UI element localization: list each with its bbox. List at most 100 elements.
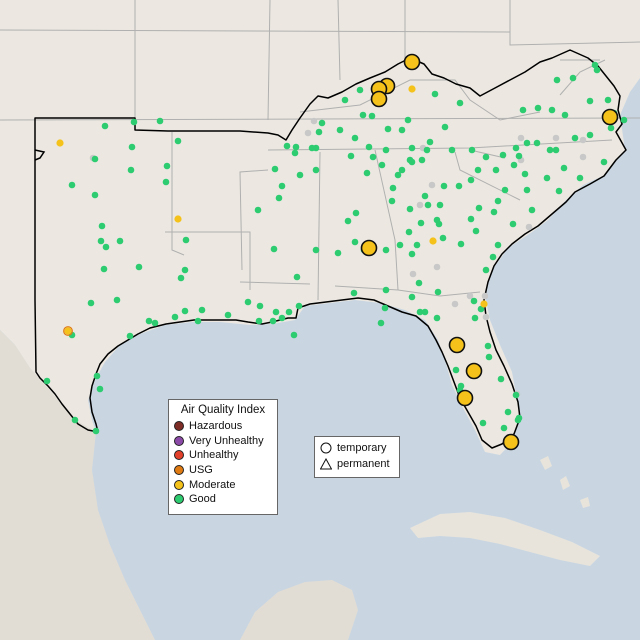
monitor-marker-good: [452, 366, 460, 374]
monitor-marker-good: [341, 96, 349, 104]
monitor-marker-good: [593, 66, 601, 74]
monitor-marker-good: [413, 241, 421, 249]
monitor-marker-good: [424, 201, 432, 209]
monitor-marker-good: [515, 414, 523, 422]
monitor-marker-good: [151, 319, 159, 327]
monitor-marker-good: [315, 128, 323, 136]
monitor-marker-good: [171, 313, 179, 321]
monitor-marker-good: [291, 149, 299, 157]
monitor-marker-good: [363, 169, 371, 177]
monitor-marker-good: [283, 142, 291, 150]
legend-item-permanent: permanent: [315, 456, 399, 472]
monitor-marker-good: [163, 162, 171, 170]
legend-label-hazardous: Hazardous: [189, 420, 243, 433]
yucatan-land: [240, 580, 358, 640]
monitor-marker-good: [130, 118, 138, 126]
monitor-marker-good: [408, 144, 416, 152]
legend-item-unhealthy: Unhealthy: [169, 448, 277, 463]
legend-swatch-good: [174, 494, 184, 505]
monitor-marker-good: [470, 297, 478, 305]
monitor-marker-good: [482, 266, 490, 274]
monitor-marker-good: [440, 182, 448, 190]
monitor-marker-good: [194, 317, 202, 325]
legend-label-temporary: temporary: [337, 442, 387, 454]
monitor-marker-good: [377, 319, 385, 327]
monitor-marker-no-data: [409, 270, 417, 278]
moderate-marker-alabama: [360, 239, 378, 257]
monitor-marker-good: [365, 143, 373, 151]
monitor-marker-no-data: [428, 181, 436, 189]
monitor-marker-good: [512, 391, 520, 399]
monitor-marker-good: [431, 90, 439, 98]
monitor-marker-good: [490, 208, 498, 216]
monitor-marker-good: [448, 146, 456, 154]
monitor-marker-good: [255, 317, 263, 325]
monitor-marker-good: [571, 134, 579, 142]
monitor-marker-good: [174, 137, 182, 145]
monitor-marker-no-data: [466, 292, 474, 300]
monitor-marker-good: [546, 146, 554, 154]
monitor-marker-good: [405, 228, 413, 236]
monitor-marker-good: [434, 288, 442, 296]
monitor-marker-good: [181, 307, 189, 315]
monitor-marker-good: [474, 166, 482, 174]
moderate-marker-virginia: [601, 108, 619, 126]
monitor-marker-no-data: [481, 292, 489, 300]
monitor-marker-good: [290, 331, 298, 339]
monitor-marker-good: [475, 204, 483, 212]
monitor-marker-usg-ring: [63, 326, 73, 336]
monitor-marker-good: [93, 372, 101, 380]
monitor-marker-no-data: [552, 134, 560, 142]
monitor-marker-no-data: [304, 129, 312, 137]
monitor-marker-good: [394, 171, 402, 179]
monitor-marker-good: [560, 164, 568, 172]
monitor-marker-good: [396, 241, 404, 249]
monitor-marker-good: [378, 161, 386, 169]
monitor-marker-good: [269, 317, 277, 325]
monitor-marker-good: [468, 146, 476, 154]
monitor-marker-good: [553, 76, 561, 84]
legend-item-temporary: temporary: [315, 440, 399, 456]
monitor-marker-good: [416, 308, 424, 316]
monitor-marker-good: [127, 166, 135, 174]
moderate-marker-florida-1: [448, 336, 466, 354]
monitor-marker-good: [254, 206, 262, 214]
monitor-marker-good: [369, 153, 377, 161]
legend-swatch-hazardous: [174, 421, 184, 432]
monitor-marker-good: [182, 236, 190, 244]
legend-label-moderate: Moderate: [189, 478, 236, 491]
monitor-marker-good: [293, 273, 301, 281]
monitor-marker-moderate-small: [174, 215, 182, 223]
monitor-marker-good: [256, 302, 264, 310]
monitor-marker-good: [509, 220, 517, 228]
legend-item-very-unhealthy: Very Unhealthy: [169, 434, 277, 449]
monitor-marker-good: [604, 96, 612, 104]
monitor-marker-good: [336, 126, 344, 134]
monitor-marker-good: [318, 119, 326, 127]
monitor-marker-good: [296, 171, 304, 179]
monitor-marker-good: [423, 146, 431, 154]
monitor-marker-good: [426, 138, 434, 146]
monitor-marker-good: [510, 161, 518, 169]
monitor-marker-good: [404, 116, 412, 124]
mexico-land: [0, 330, 155, 640]
monitor-marker-good: [436, 201, 444, 209]
monitor-marker-good: [515, 152, 523, 160]
monitor-marker-good: [479, 419, 487, 427]
monitor-marker-no-data: [517, 134, 525, 142]
monitor-type-legend: temporary permanent: [314, 436, 400, 478]
monitor-marker-good: [181, 266, 189, 274]
moderate-marker-kentucky-4: [370, 90, 388, 108]
monitor-marker-good: [91, 155, 99, 163]
monitor-marker-no-data: [525, 223, 533, 231]
monitor-marker-good: [198, 306, 206, 314]
bahamas-land: [540, 456, 590, 508]
monitor-marker-good: [389, 184, 397, 192]
monitor-marker-good: [418, 156, 426, 164]
monitor-marker-good: [576, 174, 584, 182]
legend-item-usg: USG: [169, 463, 277, 478]
monitor-marker-good: [101, 122, 109, 130]
monitor-marker-good: [421, 308, 429, 316]
monitor-marker-good: [561, 111, 569, 119]
